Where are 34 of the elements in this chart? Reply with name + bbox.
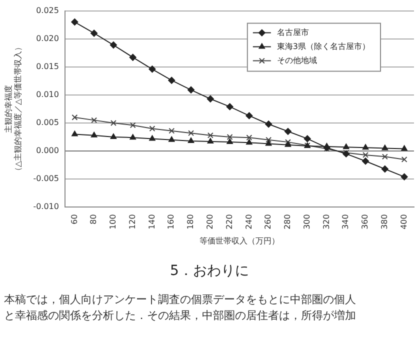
y-tick-label: 0.005 [36, 118, 59, 128]
y-tick-label: 0.025 [36, 6, 59, 15]
x-tick-label: 80 [89, 214, 98, 224]
x-tick-label: 160 [166, 214, 176, 230]
x-tick-label: 260 [264, 214, 273, 230]
x-tick-label: 400 [399, 214, 408, 230]
legend-label: 名古屋市 [276, 28, 309, 37]
x-tick-label: 120 [128, 214, 137, 230]
x-tick-label: 100 [108, 214, 118, 230]
x-tick-label: 320 [322, 214, 331, 230]
x-tick-label: 340 [341, 214, 350, 230]
x-tick-label: 60 [70, 214, 79, 224]
legend-label: 東海3県（除く名古屋市） [276, 42, 370, 51]
x-tick-label: 140 [147, 214, 156, 230]
x-tick-label: 380 [380, 214, 389, 230]
x-tick-label: 180 [186, 214, 196, 230]
x-tick-label: 360 [360, 214, 370, 230]
y-tick-label: 0.015 [36, 62, 59, 71]
y-tick-label: 0.000 [36, 146, 59, 156]
text: 本稿では，個人向けアンケート調査の個票データをもとに中部圏の個人 [3, 292, 357, 308]
x-tick-label: 220 [224, 214, 234, 230]
legend-label: その他地域 [276, 56, 317, 65]
x-axis-title: 等価世帯収入（万円） [199, 236, 280, 246]
text: と幸福感の関係を分析した．その結果，中部圏の居住者は，所得が増加 [3, 308, 357, 324]
y-tick-label: 0.020 [36, 34, 59, 43]
y-tick-label: -0.010 [33, 202, 59, 212]
x-tick-label: 200 [205, 214, 214, 230]
y-tick-label: 0.010 [36, 90, 59, 100]
text: 5．おわりに [169, 262, 250, 280]
y-axis-title: 主観的幸福度（△主観的幸福度／△等価世帯収入） [4, 42, 22, 176]
x-tick-label: 240 [244, 214, 254, 230]
x-tick-label: 300 [302, 214, 312, 230]
y-tick-label: -0.005 [33, 174, 59, 184]
x-tick-label: 280 [283, 214, 292, 230]
